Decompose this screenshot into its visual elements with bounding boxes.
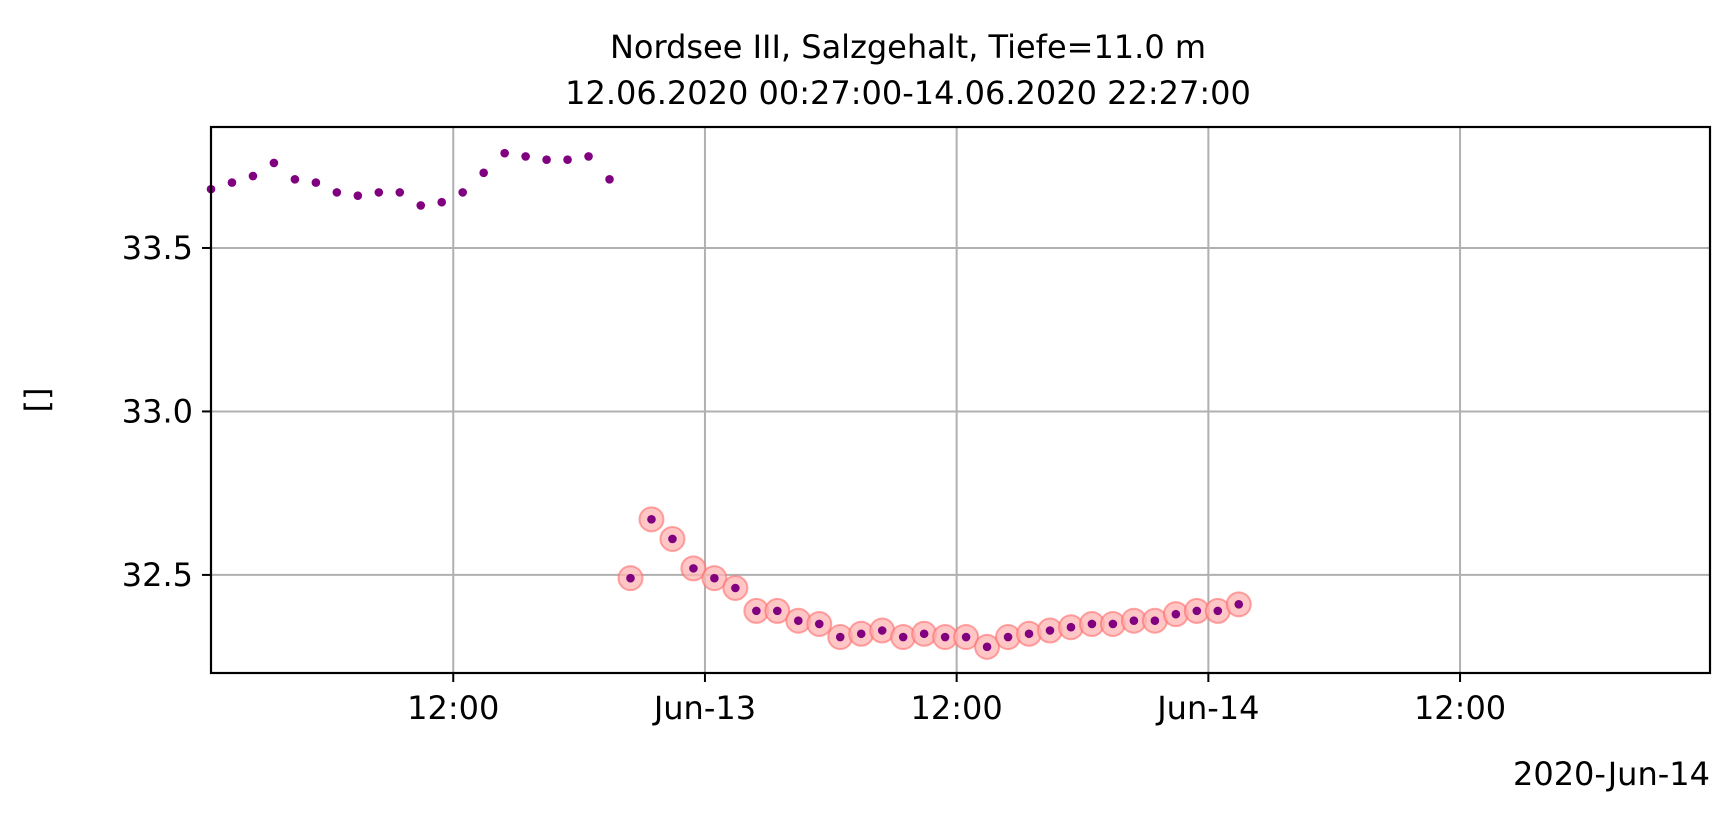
x-tick-label: 12:00 [1414,689,1506,727]
data-point [227,178,237,187]
data-point [919,629,929,639]
data-point [1192,606,1202,616]
y-tick-label: 33.0 [122,392,193,430]
data-point [877,626,887,635]
data-point [1150,616,1160,625]
data-point [563,155,572,164]
data-point [689,564,698,573]
data-point [1129,616,1139,625]
data-point [961,632,971,642]
data-point [1003,632,1013,642]
data-point [856,629,866,639]
data-point [1066,622,1076,632]
data-point [458,188,467,197]
data-point [898,632,908,642]
data-point [311,178,321,187]
data-point [374,188,384,197]
data-point [773,606,782,616]
data-point [1087,619,1097,629]
data-point [940,632,950,642]
data-point [605,175,614,184]
y-tick-label: 33.5 [122,229,193,267]
data-points [206,148,1252,660]
x-tick-label: 12:00 [911,689,1003,727]
data-point [521,152,530,161]
y-axis-label: [] [18,388,56,413]
data-point [1108,619,1118,629]
grid [211,127,1710,673]
data-point [332,188,342,197]
data-point [248,171,258,181]
x-tick-label: Jun-14 [1155,689,1259,727]
x-tick-label: 12:00 [407,689,499,727]
data-point [1171,609,1181,619]
data-point [647,515,656,524]
data-point [395,188,405,197]
x-axis-offset-label: 2020-Jun-14 [1513,755,1710,793]
data-point [353,191,363,200]
data-point [542,155,551,164]
chart-title: Nordsee III, Salzgehalt, Tiefe=11.0 m [610,28,1206,66]
data-point [982,642,992,652]
data-point [626,573,635,583]
x-tick-label: Jun-13 [652,689,756,727]
data-point [668,534,677,544]
data-point [269,158,279,168]
chart-subtitle: 12.06.2020 00:27:00-14.06.2020 22:27:00 [565,74,1251,112]
y-tick-label: 32.5 [122,556,193,594]
data-point [1213,606,1223,616]
data-point [710,573,719,583]
data-point [731,583,740,593]
data-point [814,619,824,629]
data-point [416,201,426,210]
data-point [584,152,593,161]
data-point [1234,600,1244,609]
data-point [1024,629,1034,639]
data-point [793,616,803,625]
data-point [500,148,509,158]
data-point [835,632,845,642]
data-point [290,175,300,184]
data-point [1045,626,1055,635]
data-point [437,197,447,207]
plot-frame [209,125,1712,675]
axis-ticks: 12:00 Jun-13 12:00 Jun-14 12:00 32.5 33.0 33.5 [122,229,1506,727]
data-point [752,606,761,616]
data-point [479,168,488,178]
